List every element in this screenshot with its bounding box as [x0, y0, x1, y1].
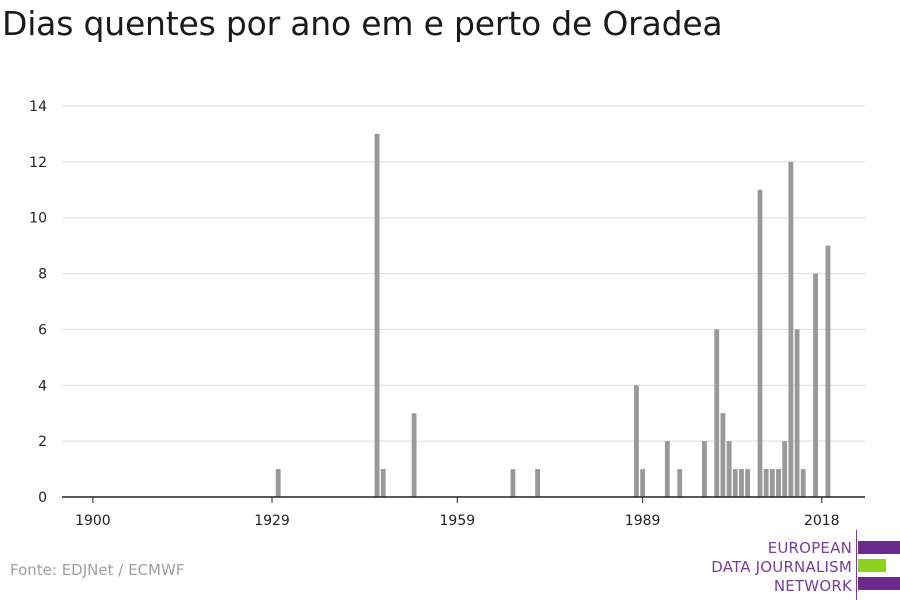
bars [275, 133, 831, 498]
bar [701, 441, 707, 497]
bar [726, 441, 732, 497]
bar [510, 469, 516, 497]
y-tick-label: 4 [38, 378, 47, 394]
bar [664, 441, 670, 497]
bar [800, 469, 806, 497]
x-tick-label: 1929 [254, 513, 290, 529]
bar [634, 385, 639, 497]
bar [782, 441, 788, 497]
logo-bar-bottom [858, 577, 900, 590]
logo-line-network: NETWORK [773, 577, 852, 595]
y-tick-label: 8 [38, 267, 47, 283]
bar-chart: 0 2 4 6 8 10 12 14 1900 1929 1959 1989 2018 [29, 99, 865, 529]
x-tick-label: 1989 [625, 513, 661, 529]
edjnet-logo: EUROPEAN DATA JOURNALISM NETWORK [705, 530, 900, 600]
source-note: Fonte: EDJNet / ECMWF [10, 561, 185, 579]
chart-title: Dias quentes por ano em e perto de Orade… [2, 4, 723, 43]
bar [535, 469, 541, 497]
bar [763, 469, 769, 497]
logo-divider [856, 530, 857, 600]
bar [714, 329, 720, 497]
logo-line-european: EUROPEAN [767, 539, 852, 557]
bar [732, 469, 738, 497]
bar [788, 161, 794, 497]
gridlines [62, 105, 865, 442]
bar [720, 413, 726, 497]
bar [825, 245, 831, 497]
bar [813, 273, 818, 497]
y-tick-label: 2 [38, 434, 47, 450]
x-tick-label: 1959 [440, 513, 476, 529]
bar [757, 189, 763, 498]
x-tick-label: 2018 [804, 513, 840, 529]
bar [739, 469, 744, 497]
axes: 0 2 4 6 8 10 12 14 1900 1929 1959 1989 2018 [29, 99, 865, 529]
bar [640, 469, 646, 497]
bar [275, 469, 281, 497]
bar [677, 469, 683, 497]
bar [745, 469, 751, 497]
y-tick-label: 14 [29, 99, 47, 115]
y-tick-label: 12 [29, 155, 47, 171]
y-tick-label: 0 [38, 490, 47, 506]
bar [411, 413, 417, 497]
logo-bar-top [858, 541, 900, 554]
bar [794, 329, 800, 497]
bar [374, 133, 380, 497]
bar [380, 469, 386, 497]
y-tick-label: 10 [29, 211, 47, 227]
bar [776, 469, 781, 497]
logo-line-data-journalism: DATA JOURNALISM [711, 558, 852, 576]
bar [769, 469, 775, 497]
x-tick-label: 1900 [75, 513, 111, 529]
y-tick-label: 6 [38, 322, 47, 338]
logo-bar-middle [858, 559, 886, 572]
